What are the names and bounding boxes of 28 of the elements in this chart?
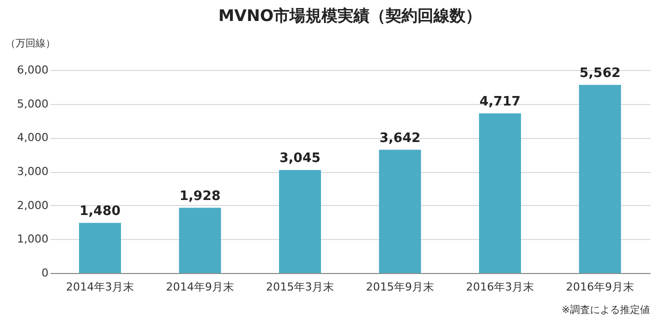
bar bbox=[79, 222, 121, 273]
bar bbox=[579, 84, 621, 273]
x-tick-label: 2016年3月末 bbox=[466, 280, 534, 294]
x-tick-label: 2014年9月末 bbox=[166, 280, 234, 294]
data-label: 5,562 bbox=[579, 66, 621, 81]
x-tick-label: 2015年3月末 bbox=[266, 280, 334, 294]
y-tick-label: 2,000 bbox=[17, 198, 48, 212]
y-tick-label: 6,000 bbox=[17, 64, 48, 76]
x-tick-label: 2015年9月末 bbox=[366, 280, 434, 294]
bar bbox=[479, 113, 521, 273]
y-tick-label: 4,000 bbox=[17, 131, 48, 144]
bar bbox=[379, 150, 421, 273]
text: ※調査による推定値 bbox=[562, 304, 650, 316]
x-tick-label: 2016年9月末 bbox=[566, 280, 634, 294]
y-tick-label: 3,000 bbox=[17, 165, 48, 178]
y-tick-label: 1,000 bbox=[17, 232, 48, 246]
y-tick-label: 5,000 bbox=[17, 97, 48, 110]
bar bbox=[179, 208, 221, 273]
data-label: 1,480 bbox=[79, 204, 121, 219]
x-tick-label: 2014年3月末 bbox=[66, 280, 134, 294]
y-tick-label: 0 bbox=[42, 266, 48, 280]
data-label: 1,928 bbox=[179, 188, 221, 204]
y-axis-title: （万回線） bbox=[6, 38, 56, 50]
bar bbox=[279, 170, 321, 273]
data-label: 3,045 bbox=[279, 150, 321, 166]
data-label: 4,717 bbox=[479, 94, 521, 110]
data-label: 3,642 bbox=[379, 130, 421, 146]
chart-title: MVNO市場規模実績（契約回線数） bbox=[218, 6, 482, 25]
